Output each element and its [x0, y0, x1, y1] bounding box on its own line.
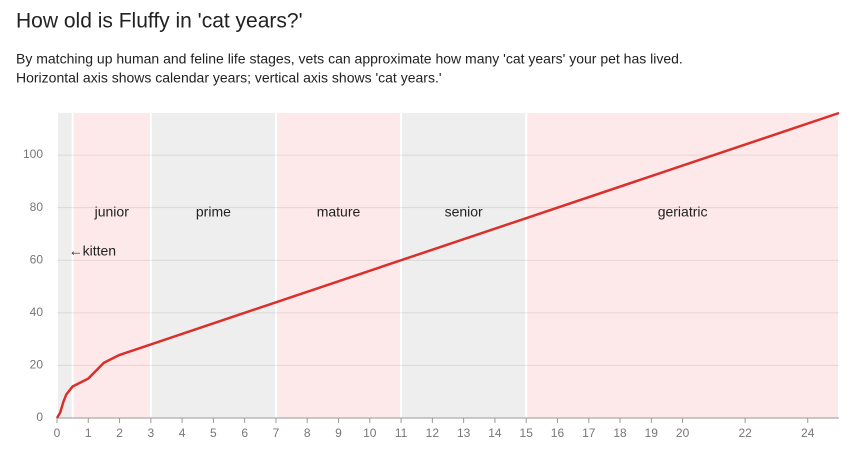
- y-tick-label: 40: [30, 305, 44, 319]
- stage-band: [402, 113, 526, 418]
- x-tick-label: 4: [179, 426, 186, 440]
- x-tick-label: 1: [85, 426, 92, 440]
- x-tick-label: 18: [613, 426, 627, 440]
- x-tick-label: 11: [395, 426, 408, 440]
- x-tick-label: 3: [147, 426, 154, 440]
- x-tick-label: 16: [551, 426, 565, 440]
- x-tick-label: 20: [676, 426, 690, 440]
- x-tick-label: 6: [241, 426, 248, 440]
- subtitle: Horizontal axis shows calendar years; ve…: [16, 70, 442, 86]
- x-tick-label: 0: [54, 426, 61, 440]
- band-label: junior: [94, 204, 130, 220]
- y-tick-label: 60: [30, 252, 44, 266]
- x-tick-label: 22: [738, 426, 752, 440]
- stage-band: [527, 113, 838, 418]
- stage-band: [276, 113, 401, 418]
- x-tick-label: 14: [488, 426, 502, 440]
- x-tick-label: 13: [457, 426, 471, 440]
- stage-band: [73, 113, 150, 418]
- series-line: [55, 111, 840, 419]
- x-tick-label: 12: [426, 426, 440, 440]
- band-label: prime: [196, 204, 231, 220]
- subtitle: By matching up human and feline life sta…: [16, 51, 683, 67]
- x-tick-label: 7: [273, 426, 280, 440]
- stage-band: [151, 113, 275, 418]
- x-tick-label: 9: [335, 426, 342, 440]
- x-tick-label: 15: [520, 426, 534, 440]
- chart-title: How old is Fluffy in 'cat years?': [16, 10, 303, 33]
- y-tick-label: 0: [36, 410, 43, 424]
- x-tick-label: 24: [801, 426, 815, 440]
- band-label: mature: [317, 204, 361, 220]
- band-label: geriatric: [658, 204, 708, 220]
- x-tick-label: 17: [582, 426, 596, 440]
- x-tick-label: 5: [210, 426, 217, 440]
- y-tick-label: 80: [30, 200, 44, 214]
- x-tick-label: 8: [304, 426, 311, 440]
- band-label: ←kitten: [69, 243, 116, 259]
- x-tick-label: 19: [645, 426, 659, 440]
- x-tick-label: 10: [363, 426, 377, 440]
- band-label: senior: [445, 204, 483, 220]
- x-tick-label: 2: [116, 426, 123, 440]
- stage-band: [58, 113, 72, 418]
- y-tick-label: 20: [30, 358, 44, 372]
- y-tick-label: 100: [23, 147, 43, 161]
